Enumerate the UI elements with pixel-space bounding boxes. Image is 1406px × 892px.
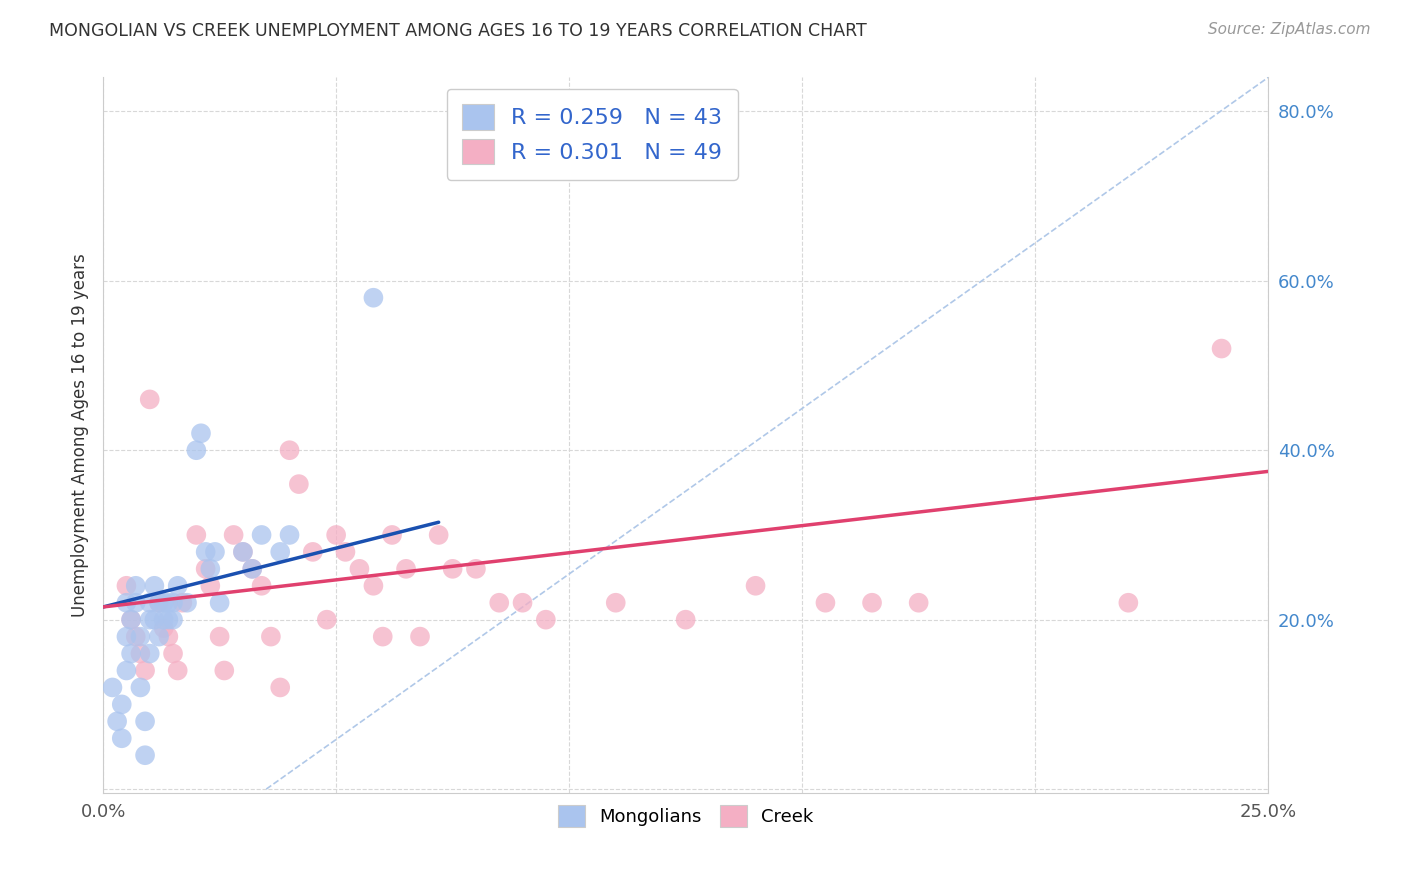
- Point: [208, 596, 231, 610]
- Point: [162, 596, 184, 610]
- Point: [907, 596, 929, 610]
- Point: [143, 579, 166, 593]
- Point: [115, 664, 138, 678]
- Point: [250, 579, 273, 593]
- Point: [465, 562, 488, 576]
- Point: [120, 613, 142, 627]
- Point: [512, 596, 534, 610]
- Point: [744, 579, 766, 593]
- Point: [335, 545, 357, 559]
- Point: [129, 647, 152, 661]
- Point: [232, 545, 254, 559]
- Point: [427, 528, 450, 542]
- Point: [125, 579, 148, 593]
- Point: [111, 698, 134, 712]
- Point: [260, 630, 283, 644]
- Point: [269, 681, 291, 695]
- Point: [162, 647, 184, 661]
- Point: [301, 545, 323, 559]
- Point: [152, 613, 174, 627]
- Point: [101, 681, 124, 695]
- Point: [186, 443, 208, 458]
- Point: [120, 613, 142, 627]
- Point: [363, 291, 385, 305]
- Point: [860, 596, 883, 610]
- Point: [325, 528, 347, 542]
- Point: [129, 630, 152, 644]
- Point: [250, 528, 273, 542]
- Point: [176, 596, 198, 610]
- Point: [105, 714, 128, 729]
- Point: [488, 596, 510, 610]
- Point: [148, 596, 170, 610]
- Point: [138, 596, 160, 610]
- Point: [148, 596, 170, 610]
- Point: [157, 630, 180, 644]
- Point: [441, 562, 464, 576]
- Point: [409, 630, 432, 644]
- Point: [148, 630, 170, 644]
- Point: [134, 748, 156, 763]
- Point: [222, 528, 245, 542]
- Point: [288, 477, 311, 491]
- Point: [278, 528, 301, 542]
- Point: [166, 664, 188, 678]
- Point: [395, 562, 418, 576]
- Point: [278, 443, 301, 458]
- Point: [134, 714, 156, 729]
- Point: [138, 392, 160, 407]
- Point: [152, 596, 174, 610]
- Point: [381, 528, 404, 542]
- Point: [194, 562, 217, 576]
- Point: [115, 630, 138, 644]
- Legend: Mongolians, Creek: Mongolians, Creek: [551, 798, 821, 834]
- Point: [157, 613, 180, 627]
- Point: [111, 731, 134, 746]
- Point: [204, 545, 226, 559]
- Point: [1118, 596, 1140, 610]
- Text: Source: ZipAtlas.com: Source: ZipAtlas.com: [1208, 22, 1371, 37]
- Point: [190, 426, 212, 441]
- Point: [371, 630, 394, 644]
- Point: [115, 579, 138, 593]
- Point: [349, 562, 371, 576]
- Point: [134, 664, 156, 678]
- Point: [240, 562, 263, 576]
- Point: [605, 596, 627, 610]
- Point: [166, 579, 188, 593]
- Point: [162, 613, 184, 627]
- Point: [194, 545, 217, 559]
- Text: MONGOLIAN VS CREEK UNEMPLOYMENT AMONG AGES 16 TO 19 YEARS CORRELATION CHART: MONGOLIAN VS CREEK UNEMPLOYMENT AMONG AG…: [49, 22, 868, 40]
- Point: [152, 621, 174, 635]
- Y-axis label: Unemployment Among Ages 16 to 19 years: Unemployment Among Ages 16 to 19 years: [72, 253, 89, 617]
- Point: [157, 596, 180, 610]
- Point: [675, 613, 697, 627]
- Point: [143, 613, 166, 627]
- Point: [269, 545, 291, 559]
- Point: [814, 596, 837, 610]
- Point: [534, 613, 557, 627]
- Point: [232, 545, 254, 559]
- Point: [138, 613, 160, 627]
- Point: [115, 596, 138, 610]
- Point: [208, 630, 231, 644]
- Point: [138, 647, 160, 661]
- Point: [125, 630, 148, 644]
- Point: [214, 664, 236, 678]
- Point: [315, 613, 337, 627]
- Point: [1211, 342, 1233, 356]
- Point: [120, 647, 142, 661]
- Point: [200, 562, 222, 576]
- Point: [186, 528, 208, 542]
- Point: [125, 596, 148, 610]
- Point: [129, 681, 152, 695]
- Point: [363, 579, 385, 593]
- Point: [172, 596, 194, 610]
- Point: [240, 562, 263, 576]
- Point: [200, 579, 222, 593]
